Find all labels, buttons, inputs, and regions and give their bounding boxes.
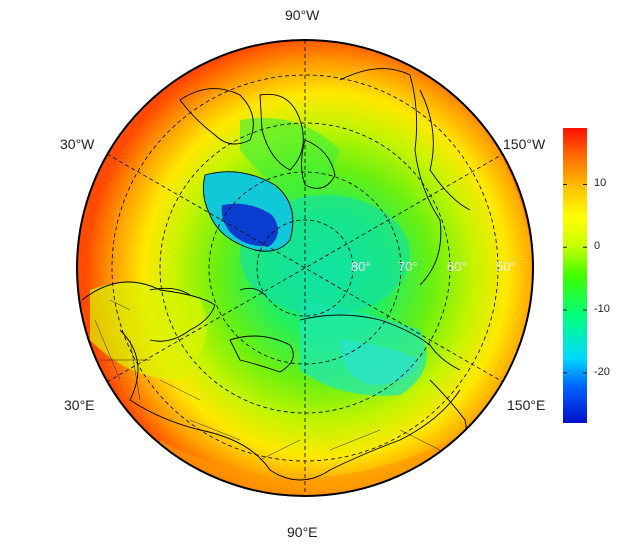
lon-label-150e: 150°E [507,397,546,413]
lon-label-30e: 30°E [64,397,95,413]
graticule [106,40,504,496]
meridian-30w-150e [106,153,504,383]
colorbar-tick-label: -10 [594,303,610,316]
coldest-siberia-patch [340,340,420,385]
greenland-ice-core [221,203,279,247]
colorbar-tick-label: -20 [594,365,610,378]
archipelago-coast-2 [301,139,336,189]
franz-josef-coast [239,287,266,296]
lon-label-150w: 150°W [503,136,546,152]
scandinavia-coast [81,281,216,342]
map-border [76,39,534,497]
lat-label-50: 50° [496,259,516,274]
baffin-coast [179,88,254,145]
eurasia-coast [119,329,461,481]
borders [94,299,441,461]
meridian-30e-150w [106,153,504,383]
lon-label-30w: 30°W [60,136,95,152]
colorbar-tick-label: 10 [594,177,607,190]
archipelago-coast-1 [259,93,304,171]
colorbar-tick-label: 0 [594,240,601,253]
alaska-coast [339,68,442,286]
lat-label-70: 70° [398,259,418,274]
country-borders [94,299,441,461]
colorbar [563,128,587,423]
novaya-zemlya-coast [229,335,294,373]
lat-label-60: 60° [447,259,467,274]
yukon-coast [419,89,471,211]
lat-label-80: 80° [351,259,371,274]
svalbard-coast [149,287,191,296]
lon-label-90e: 90°E [287,524,318,540]
siberia-north-coast [299,314,461,371]
scandinavia-region [90,282,207,380]
greenland-coast [202,171,294,252]
lon-label-90w: 90°W [285,7,320,23]
lat-circle-80 [256,219,354,317]
colorbar-gradient [563,128,587,423]
field-layer [77,40,533,496]
